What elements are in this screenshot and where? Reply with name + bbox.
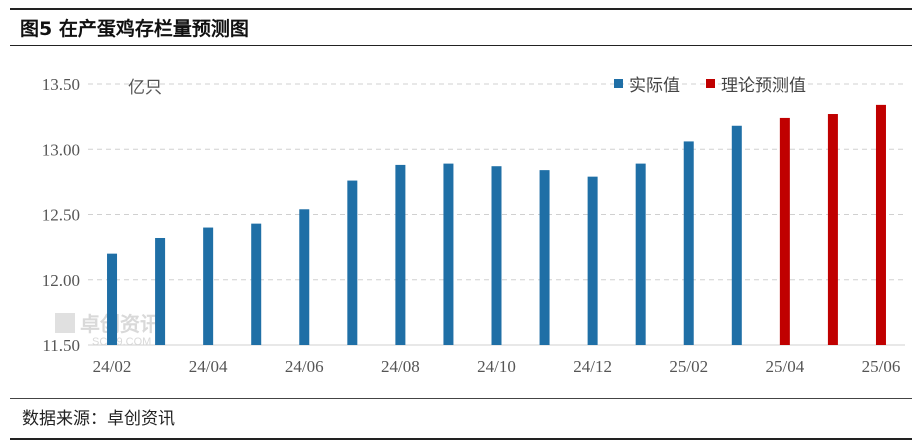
bar — [107, 253, 118, 345]
x-tick-label: 24/06 — [285, 357, 324, 376]
watermark-name: 卓创资讯 — [80, 312, 160, 336]
bars — [107, 104, 886, 346]
x-tick-label: 24/04 — [189, 357, 228, 376]
top-rule — [10, 8, 912, 10]
y-tick-label: 13.00 — [42, 140, 80, 159]
x-tick-label: 24/02 — [93, 357, 132, 376]
x-tick-label: 24/12 — [573, 357, 612, 376]
x-axis-ticks: 24/02 24/04 24/06 24/08 24/10 24/12 25/02 25/04… — [93, 357, 901, 376]
legend-swatch — [706, 79, 715, 88]
watermark: 卓创资讯 SCI99.COM — [55, 312, 160, 348]
bar — [539, 170, 550, 345]
bar — [779, 117, 790, 346]
x-tick-label: 25/02 — [669, 357, 708, 376]
y-tick-label: 12.50 — [42, 206, 80, 225]
x-tick-label: 24/10 — [477, 357, 516, 376]
bar — [251, 223, 262, 345]
chart-title: 图5 在产蛋鸡存栏量预测图 — [20, 18, 249, 40]
bar — [827, 114, 838, 345]
y-unit-label: 亿只 — [128, 78, 162, 98]
bar — [491, 166, 502, 345]
bar — [683, 141, 694, 345]
bar — [635, 163, 646, 345]
watermark-site: SCI99.COM — [92, 336, 151, 348]
legend-label: 理论预测值 — [721, 76, 806, 96]
bar — [587, 176, 598, 345]
bar — [443, 163, 454, 345]
y-axis-ticks: 11.50 12.00 12.50 13.00 13.50 — [42, 75, 80, 355]
bar — [155, 237, 166, 345]
watermark-logo-icon — [55, 313, 75, 333]
y-tick-label: 12.00 — [42, 271, 80, 290]
legend-label: 实际值 — [629, 76, 680, 96]
bar — [347, 180, 358, 345]
x-tick-label: 25/04 — [765, 357, 804, 376]
legend-swatch — [614, 79, 623, 88]
y-tick-label: 11.50 — [42, 336, 80, 355]
bottom-rule — [10, 438, 912, 440]
legend: 实际值 理论预测值 — [614, 76, 806, 96]
data-source: 数据来源：卓创资讯 — [22, 409, 175, 429]
footer-rule — [10, 398, 912, 399]
bar — [875, 104, 886, 345]
bar — [731, 125, 742, 345]
header-rule — [10, 45, 912, 46]
x-tick-label: 25/06 — [862, 357, 901, 376]
bar — [395, 164, 406, 345]
x-tick-label: 24/08 — [381, 357, 420, 376]
bar — [203, 227, 214, 345]
bar — [299, 209, 310, 345]
y-tick-label: 13.50 — [42, 75, 80, 94]
